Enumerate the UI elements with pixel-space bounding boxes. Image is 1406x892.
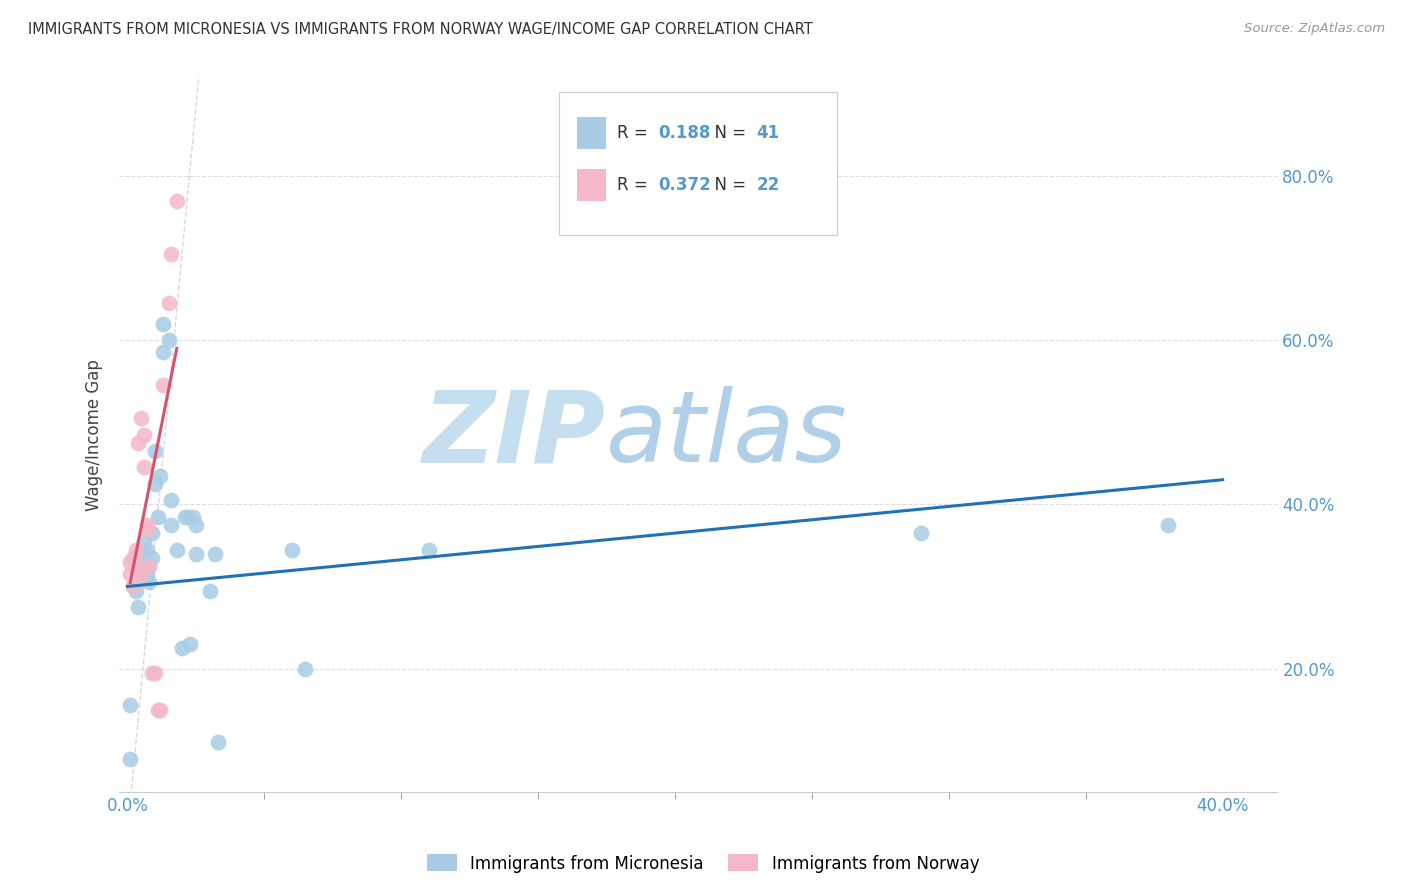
- Point: [129, 547, 152, 561]
- Point: [281, 542, 304, 557]
- Point: [135, 517, 157, 532]
- Point: [127, 435, 149, 450]
- Point: [122, 579, 145, 593]
- Point: [120, 567, 142, 582]
- Point: [207, 735, 229, 749]
- Point: [120, 698, 142, 713]
- Point: [157, 296, 180, 310]
- Point: [166, 194, 188, 208]
- Point: [152, 378, 174, 392]
- Point: [132, 558, 155, 573]
- Point: [132, 460, 155, 475]
- Point: [135, 542, 157, 557]
- Point: [122, 579, 145, 593]
- Text: R =: R =: [617, 124, 654, 142]
- Point: [149, 468, 172, 483]
- Point: [172, 640, 194, 655]
- Point: [160, 493, 183, 508]
- Text: IMMIGRANTS FROM MICRONESIA VS IMMIGRANTS FROM NORWAY WAGE/INCOME GAP CORRELATION: IMMIGRANTS FROM MICRONESIA VS IMMIGRANTS…: [28, 22, 813, 37]
- Point: [157, 333, 180, 347]
- Point: [143, 665, 166, 680]
- Point: [138, 575, 160, 590]
- FancyBboxPatch shape: [576, 169, 606, 201]
- Point: [181, 509, 204, 524]
- Point: [204, 547, 226, 561]
- Text: 41: 41: [756, 124, 779, 142]
- Point: [127, 599, 149, 614]
- Point: [152, 345, 174, 359]
- Point: [129, 567, 152, 582]
- Point: [152, 317, 174, 331]
- Text: 0.372: 0.372: [658, 176, 710, 194]
- Text: atlas: atlas: [606, 386, 848, 483]
- Point: [125, 542, 148, 557]
- Point: [198, 583, 221, 598]
- Point: [149, 703, 172, 717]
- FancyBboxPatch shape: [576, 117, 606, 149]
- Point: [179, 637, 201, 651]
- Point: [138, 558, 160, 573]
- Point: [174, 509, 197, 524]
- Point: [120, 555, 142, 569]
- Point: [127, 563, 149, 577]
- Point: [1157, 517, 1180, 532]
- Point: [120, 752, 142, 766]
- Point: [129, 567, 152, 582]
- Point: [141, 665, 163, 680]
- Point: [135, 522, 157, 536]
- Point: [132, 427, 155, 442]
- Legend: Immigrants from Micronesia, Immigrants from Norway: Immigrants from Micronesia, Immigrants f…: [420, 847, 986, 880]
- Point: [125, 583, 148, 598]
- Point: [160, 517, 183, 532]
- Point: [143, 444, 166, 458]
- Text: ZIP: ZIP: [423, 386, 606, 483]
- Point: [146, 703, 169, 717]
- Y-axis label: Wage/Income Gap: Wage/Income Gap: [86, 359, 103, 510]
- Point: [294, 661, 316, 675]
- Text: 22: 22: [756, 176, 779, 194]
- Point: [129, 411, 152, 425]
- Text: 0.188: 0.188: [658, 124, 710, 142]
- Point: [125, 558, 148, 573]
- Point: [910, 526, 932, 541]
- Point: [418, 542, 440, 557]
- Point: [122, 550, 145, 565]
- Point: [166, 542, 188, 557]
- Point: [141, 526, 163, 541]
- Point: [141, 550, 163, 565]
- Point: [184, 547, 207, 561]
- Point: [146, 509, 169, 524]
- Text: N =: N =: [704, 124, 751, 142]
- Point: [184, 517, 207, 532]
- Text: Source: ZipAtlas.com: Source: ZipAtlas.com: [1244, 22, 1385, 36]
- Text: N =: N =: [704, 176, 751, 194]
- Text: R =: R =: [617, 176, 654, 194]
- Point: [132, 534, 155, 549]
- Point: [135, 567, 157, 582]
- Point: [143, 476, 166, 491]
- Point: [138, 558, 160, 573]
- FancyBboxPatch shape: [560, 92, 838, 235]
- Point: [160, 247, 183, 261]
- Point: [177, 509, 200, 524]
